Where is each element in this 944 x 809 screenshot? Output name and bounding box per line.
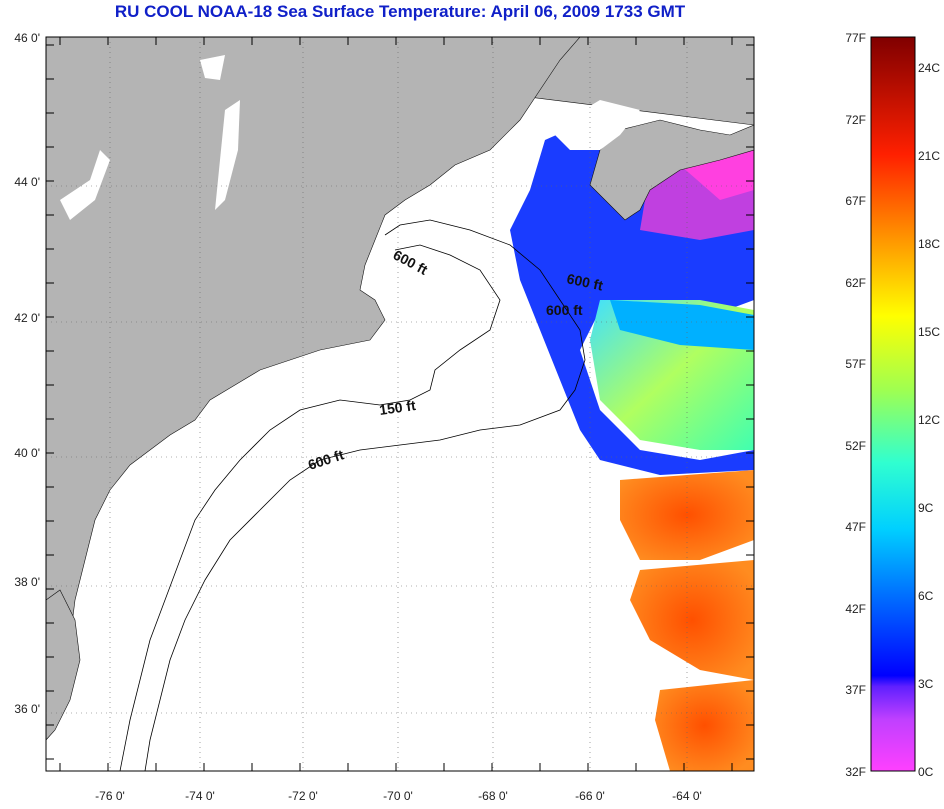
longitude-labels: -76 0' -74 0' -72 0' -70 0' -68 0' -66 0…: [95, 789, 702, 803]
lon-label: -72 0': [288, 789, 318, 803]
colorbar-fahrenheit-labels: 77F 72F 67F 62F 57F 52F 47F 42F 37F 32F: [845, 31, 866, 779]
lat-label: 38 0': [14, 575, 40, 589]
latitude-labels: 46 0' 44 0' 42 0' 40 0' 38 0' 36 0': [14, 31, 40, 716]
clouds: [60, 55, 640, 220]
lon-label: -68 0': [478, 789, 508, 803]
colorbar-c-label: 15C: [918, 325, 940, 339]
contour-label: 150 ft: [378, 397, 417, 418]
colorbar-celsius-labels: 24C 21C 18C 15C 12C 9C 6C 3C 0C: [918, 61, 940, 779]
colorbar-c-label: 3C: [918, 677, 934, 691]
colorbar-f-label: 47F: [845, 520, 866, 534]
graticule: [46, 37, 754, 771]
colorbar-c-label: 9C: [918, 501, 934, 515]
colorbar-f-label: 67F: [845, 194, 866, 208]
land: [46, 37, 754, 741]
lon-label: -66 0': [575, 789, 605, 803]
lon-label: -76 0': [95, 789, 125, 803]
colorbar-f-label: 57F: [845, 357, 866, 371]
lon-label: -64 0': [672, 789, 702, 803]
contour-label: 600 ft: [565, 270, 604, 293]
colorbar-f-label: 52F: [845, 439, 866, 453]
lat-label: 36 0': [14, 702, 40, 716]
lon-label: -74 0': [185, 789, 215, 803]
map-title: RU COOL NOAA-18 Sea Surface Temperature:…: [114, 2, 686, 21]
bathymetry-contours: [119, 219, 586, 771]
colorbar-f-label: 37F: [845, 683, 866, 697]
lon-label: -70 0': [383, 789, 413, 803]
colorbar-f-label: 42F: [845, 602, 866, 616]
colorbar-c-label: 12C: [918, 413, 940, 427]
lat-label: 44 0': [14, 175, 40, 189]
colorbar-c-label: 18C: [918, 237, 940, 251]
contour-labels: 600 ft 600 ft 600 ft 150 ft 600 ft: [306, 247, 605, 473]
contour-label: 600 ft: [546, 302, 583, 318]
color-scale-bar: [870, 36, 916, 772]
colorbar-c-label: 0C: [918, 765, 934, 779]
sst-overlay: [510, 120, 754, 771]
colorbar-c-label: 21C: [918, 149, 940, 163]
colorbar-c-label: 24C: [918, 61, 940, 75]
lat-label: 40 0': [14, 446, 40, 460]
colorbar-c-label: 6C: [918, 589, 934, 603]
colorbar-f-label: 72F: [845, 113, 866, 127]
colorbar-f-label: 32F: [845, 765, 866, 779]
colorbar-f-label: 62F: [845, 276, 866, 290]
lat-label: 42 0': [14, 311, 40, 325]
lat-label: 46 0': [14, 31, 40, 45]
colorbar-f-label: 77F: [845, 31, 866, 45]
